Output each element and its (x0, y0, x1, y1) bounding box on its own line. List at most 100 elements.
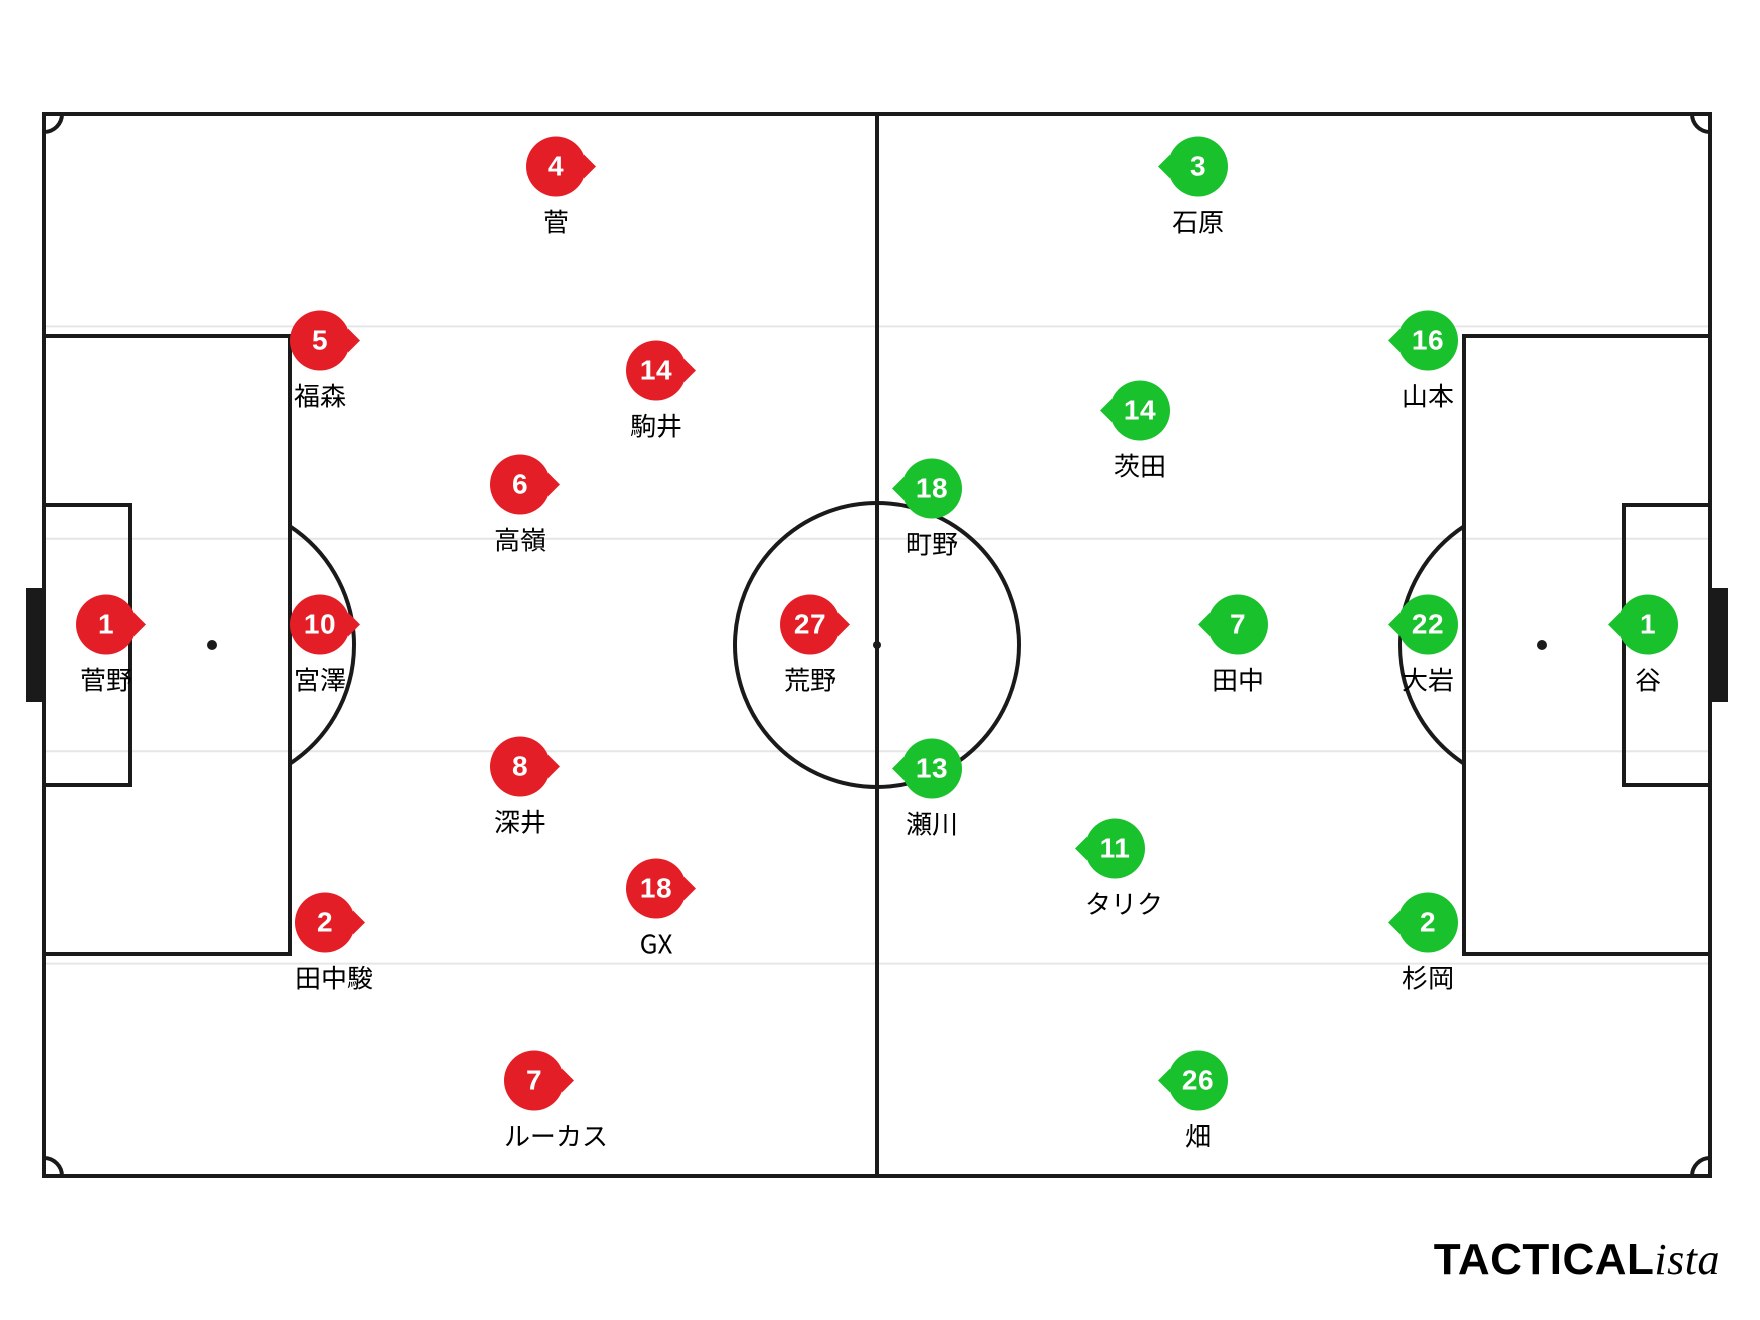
player-name-label: 谷 (1618, 661, 1678, 698)
player-token[interactable]: 4菅 (526, 137, 586, 240)
player-name-label: 石原 (1168, 203, 1228, 240)
direction-arrow-right-icon (548, 755, 560, 779)
player-circle: 26 (1168, 1051, 1228, 1111)
player-number: 26 (1182, 1065, 1214, 1096)
player-name-label: 町野 (902, 525, 962, 562)
direction-arrow-right-icon (134, 613, 146, 637)
player-token[interactable]: 16 山本 (1398, 311, 1458, 414)
player-circle: 18 (902, 459, 962, 519)
player-circle: 1 (76, 595, 136, 655)
player-token[interactable]: 2 杉岡 (1398, 893, 1458, 996)
direction-arrow-left-icon (1388, 329, 1400, 353)
player-name-label: 畑 (1168, 1117, 1228, 1154)
player-circle: 14 (1110, 381, 1170, 441)
player-name-label: 田中駿 (295, 959, 373, 996)
player-token[interactable]: 14 駒井 (626, 341, 686, 444)
brand-bold: TACTICAL (1434, 1235, 1655, 1284)
player-token[interactable]: 13瀬川 (902, 739, 962, 842)
player-token[interactable]: 6高嶺 (490, 455, 550, 558)
pitch-svg (0, 0, 1760, 1320)
player-circle: 3 (1168, 137, 1228, 197)
player-circle: 2 (1398, 893, 1458, 953)
direction-arrow-right-icon (562, 1069, 574, 1093)
player-number: 22 (1412, 609, 1444, 640)
player-number: 5 (312, 325, 328, 356)
player-name-label: 宮澤 (290, 661, 350, 698)
player-number: 11 (1100, 833, 1131, 864)
player-circle: 7 (1208, 595, 1268, 655)
player-circle: 1 (1618, 595, 1678, 655)
player-circle: 27 (780, 595, 840, 655)
player-number: 14 (1124, 395, 1156, 426)
player-token[interactable]: 1 菅野 (76, 595, 136, 698)
player-token[interactable]: 10 宮澤 (290, 595, 350, 698)
direction-arrow-left-icon (1158, 1069, 1170, 1093)
player-circle: 2 (295, 893, 355, 953)
direction-arrow-right-icon (348, 329, 360, 353)
player-number: 18 (916, 473, 948, 504)
direction-arrow-right-icon (684, 359, 696, 383)
brand-watermark: TACTICALista (1434, 1223, 1720, 1287)
player-circle: 14 (626, 341, 686, 401)
player-circle: 18 (626, 859, 686, 919)
direction-arrow-left-icon (1100, 399, 1112, 423)
player-token[interactable]: 8深井 (490, 737, 550, 840)
player-number: 1 (98, 609, 114, 640)
player-name-label: GX (626, 925, 686, 962)
player-name-label: 荒野 (780, 661, 840, 698)
player-circle: 10 (290, 595, 350, 655)
player-name-label: 駒井 (626, 407, 686, 444)
player-token[interactable]: 18 町野 (902, 459, 962, 562)
direction-arrow-left-icon (1158, 155, 1170, 179)
direction-arrow-left-icon (1608, 613, 1620, 637)
player-name-label: 杉岡 (1398, 959, 1458, 996)
player-number: 13 (916, 753, 948, 784)
player-token[interactable]: 18 GX (626, 859, 686, 962)
direction-arrow-right-icon (353, 911, 365, 935)
direction-arrow-left-icon (892, 757, 904, 781)
stage: 1菅野5福森10宮澤2田中駿6高嶺8深井4菅7ルーカス14駒井18GX27荒野1… (0, 0, 1760, 1320)
player-token[interactable]: 26 畑 (1168, 1051, 1228, 1154)
player-name-label: 菅野 (76, 661, 136, 698)
player-number: 14 (640, 355, 672, 386)
player-number: 10 (304, 609, 336, 640)
direction-arrow-left-icon (1388, 613, 1400, 637)
player-circle: 5 (290, 311, 350, 371)
player-token[interactable]: 7ルーカス (504, 1051, 608, 1154)
player-circle: 8 (490, 737, 550, 797)
player-name-label: 菅 (526, 203, 586, 240)
player-number: 2 (1420, 907, 1436, 938)
player-token[interactable]: 22 大岩 (1398, 595, 1458, 698)
player-circle: 13 (902, 739, 962, 799)
direction-arrow-right-icon (584, 155, 596, 179)
player-token[interactable]: 3 石原 (1168, 137, 1228, 240)
player-circle: 22 (1398, 595, 1458, 655)
player-token[interactable]: 2 田中駿 (295, 893, 373, 996)
player-number: 2 (317, 907, 333, 938)
player-token[interactable]: 5福森 (290, 311, 350, 414)
player-name-label: 大岩 (1398, 661, 1458, 698)
direction-arrow-left-icon (1388, 911, 1400, 935)
direction-arrow-left-icon (1075, 837, 1087, 861)
player-number: 1 (1640, 609, 1656, 640)
direction-arrow-right-icon (838, 613, 850, 637)
player-number: 27 (794, 609, 826, 640)
player-token[interactable]: 14 茨田 (1110, 381, 1170, 484)
direction-arrow-right-icon (548, 473, 560, 497)
direction-arrow-left-icon (892, 477, 904, 501)
player-number: 18 (640, 873, 672, 904)
player-token[interactable]: 27 荒野 (780, 595, 840, 698)
player-token[interactable]: 1谷 (1618, 595, 1678, 698)
brand-italic: ista (1654, 1235, 1720, 1284)
player-circle: 16 (1398, 311, 1458, 371)
player-number: 8 (512, 751, 528, 782)
player-name-label: 山本 (1398, 377, 1458, 414)
player-token[interactable]: 7田中 (1208, 595, 1268, 698)
player-name-label: 茨田 (1110, 447, 1170, 484)
player-number: 16 (1412, 325, 1444, 356)
player-number: 7 (1230, 609, 1246, 640)
player-circle: 4 (526, 137, 586, 197)
direction-arrow-right-icon (348, 613, 360, 637)
player-token[interactable]: 11タリク (1085, 819, 1163, 922)
direction-arrow-right-icon (684, 877, 696, 901)
